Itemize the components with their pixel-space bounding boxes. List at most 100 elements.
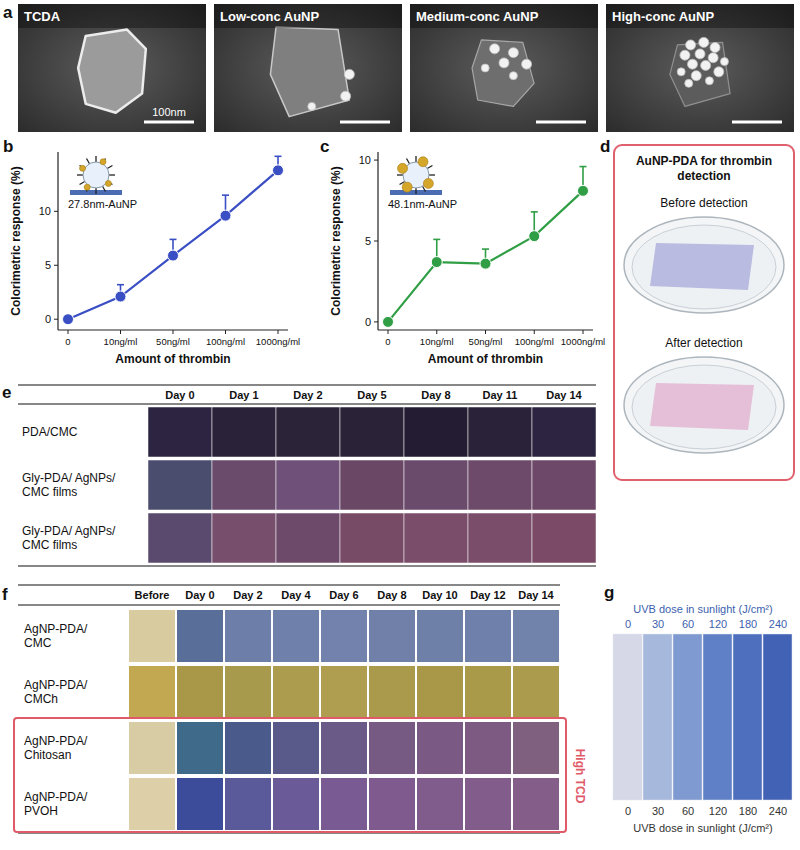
- label-strip: [606, 4, 794, 28]
- table-rule: [18, 404, 596, 405]
- y-axis-title: Colorimetric response (%): [329, 166, 343, 315]
- dose-label: 240: [769, 618, 787, 630]
- data-point: [480, 258, 491, 269]
- color-cell: [468, 407, 532, 457]
- icon-chain: [427, 166, 432, 169]
- row-label: PDA/CMC: [22, 425, 78, 439]
- color-cell: [417, 666, 463, 718]
- y-tick: [374, 160, 378, 161]
- label-line: PDA/CMC: [22, 425, 78, 439]
- color-cell: [148, 407, 212, 457]
- gold-nanoparticle: [308, 102, 316, 110]
- gold-nanoparticle: [509, 72, 517, 80]
- data-point: [168, 250, 179, 261]
- scale-bar: [536, 121, 586, 124]
- column-header: Day 2: [233, 589, 262, 601]
- dish-rim: [624, 357, 784, 453]
- column-header: Day 5: [357, 389, 386, 401]
- color-cell: [273, 610, 319, 662]
- dish-base: [632, 365, 776, 449]
- chart: 0510010ng/ml50ng/ml100ng/ml1000ng/mlAmou…: [329, 152, 605, 366]
- icon-nanoparticle: [100, 159, 106, 165]
- color-cell: [465, 666, 511, 718]
- icon-nanoparticle: [105, 180, 111, 186]
- label-line: CMC films: [22, 485, 77, 499]
- dose-label: 180: [739, 618, 757, 630]
- data-point: [431, 257, 442, 268]
- error-bar-cap: [433, 239, 440, 241]
- color-cell: [177, 666, 223, 718]
- x-tick-label: 100ng/ml: [206, 336, 245, 347]
- x-tick: [485, 330, 486, 334]
- icon-chain: [95, 156, 96, 162]
- color-cell: [404, 460, 468, 510]
- inset-icon: [390, 156, 442, 195]
- color-cell: [148, 513, 212, 563]
- table-rule: [18, 385, 596, 386]
- color-cell: [468, 460, 532, 510]
- color-cell: [321, 778, 367, 830]
- x-axis-title: Amount of thrombin: [115, 352, 230, 366]
- sem-image: [214, 4, 402, 132]
- data-line: [68, 170, 278, 319]
- color-cell: [225, 722, 271, 774]
- highlight-box: [14, 718, 566, 832]
- image-label: High-conc AuNP: [612, 9, 714, 24]
- icon-nanoparticle: [398, 163, 408, 173]
- label-line: CMC films: [22, 538, 77, 552]
- error-bar-cap: [482, 248, 489, 250]
- column-header: Day 0: [165, 389, 194, 401]
- gold-nanoparticle: [680, 50, 690, 60]
- x-tick-label: 10ng/ml: [104, 336, 138, 347]
- sem-image: [18, 4, 206, 132]
- table-rule: [18, 605, 560, 606]
- uvb-strip: [703, 634, 732, 800]
- color-cell: [468, 513, 532, 563]
- sem-background: [606, 4, 794, 132]
- sem-image: [410, 4, 598, 132]
- dose-label: 180: [739, 805, 757, 817]
- row-label: AgNP-PDA/PVOH: [24, 790, 88, 818]
- uvb-strip: [613, 634, 642, 800]
- data-point: [383, 316, 394, 327]
- gold-nanoparticle: [499, 58, 509, 68]
- plot-area: [63, 156, 284, 324]
- y-axis-title: Colorimetric response (%): [9, 166, 23, 315]
- panel-letter: b: [3, 137, 13, 156]
- color-cell: [177, 722, 223, 774]
- dish-base: [632, 225, 776, 309]
- error-bar-cap: [531, 211, 538, 213]
- column-header: Day 14: [546, 389, 582, 401]
- column-header: Day 10: [422, 589, 457, 601]
- uvb-strip: [643, 634, 672, 800]
- table-rule: [18, 585, 560, 586]
- x-tick: [120, 330, 121, 334]
- color-cell: [513, 666, 559, 718]
- gold-nanoparticle: [691, 71, 701, 81]
- icon-chain: [87, 159, 90, 164]
- x-axis-title: Amount of thrombin: [428, 352, 543, 366]
- label-line: AgNP-PDA/: [24, 678, 88, 692]
- column-header: Before: [135, 589, 170, 601]
- scale-bar: [144, 121, 194, 124]
- column-header: Day 8: [421, 389, 450, 401]
- x-tick: [534, 330, 535, 334]
- photo-label: After detection: [665, 336, 742, 350]
- column-header: Day 2: [293, 389, 322, 401]
- gold-nanoparticle: [341, 91, 351, 101]
- data-point: [63, 314, 74, 325]
- panel-letter: d: [600, 137, 610, 156]
- panel-letter: a: [3, 3, 13, 22]
- y-tick: [374, 241, 378, 242]
- label-line: Chitosan: [24, 748, 71, 762]
- color-cell: [177, 778, 223, 830]
- color-cell: [532, 513, 596, 563]
- color-cell: [513, 722, 559, 774]
- color-cell: [225, 778, 271, 830]
- plot-area: [383, 167, 589, 328]
- gold-nanoparticle: [708, 53, 718, 63]
- error-bar-cap: [170, 239, 177, 241]
- gold-nanoparticle: [677, 68, 685, 76]
- y-tick: [374, 321, 378, 322]
- gold-nanoparticle: [705, 77, 713, 85]
